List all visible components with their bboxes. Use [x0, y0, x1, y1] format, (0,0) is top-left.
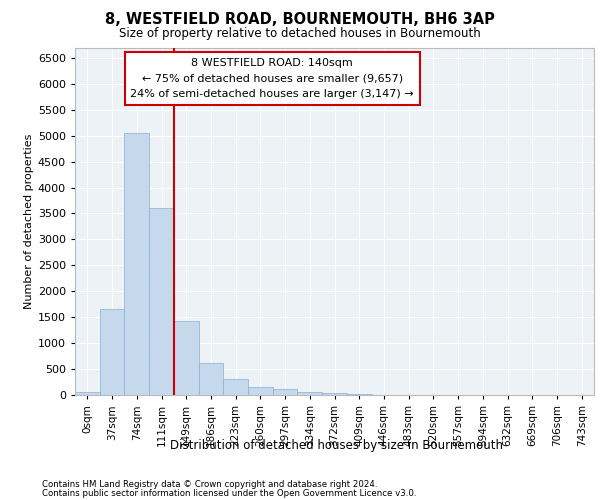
- Y-axis label: Number of detached properties: Number of detached properties: [23, 134, 34, 309]
- Text: Size of property relative to detached houses in Bournemouth: Size of property relative to detached ho…: [119, 28, 481, 40]
- Bar: [100, 310, 124, 395]
- Bar: [174, 321, 199, 395]
- Bar: [347, 394, 371, 395]
- Bar: [322, 394, 347, 395]
- Bar: [273, 390, 298, 395]
- Bar: [75, 392, 100, 395]
- Bar: [248, 387, 273, 395]
- Bar: [149, 208, 174, 395]
- Text: Contains public sector information licensed under the Open Government Licence v3: Contains public sector information licen…: [42, 488, 416, 498]
- Bar: [124, 133, 149, 395]
- Text: Contains HM Land Registry data © Crown copyright and database right 2024.: Contains HM Land Registry data © Crown c…: [42, 480, 377, 489]
- Bar: [199, 364, 223, 395]
- Text: 8 WESTFIELD ROAD: 140sqm
← 75% of detached houses are smaller (9,657)
24% of sem: 8 WESTFIELD ROAD: 140sqm ← 75% of detach…: [130, 58, 414, 99]
- Bar: [223, 380, 248, 395]
- Bar: [298, 392, 322, 395]
- Text: 8, WESTFIELD ROAD, BOURNEMOUTH, BH6 3AP: 8, WESTFIELD ROAD, BOURNEMOUTH, BH6 3AP: [105, 12, 495, 28]
- Text: Distribution of detached houses by size in Bournemouth: Distribution of detached houses by size …: [170, 440, 503, 452]
